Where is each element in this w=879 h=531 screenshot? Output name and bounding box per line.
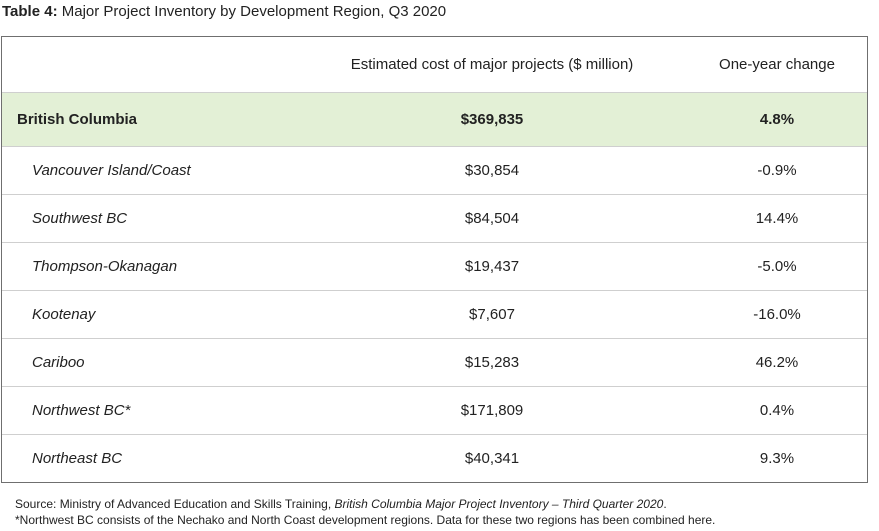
region-name: Vancouver Island/Coast [32, 162, 191, 179]
region-change: 0.4% [759, 402, 795, 419]
table-row: Vancouver Island/Coast $30,854 -0.9% [2, 147, 867, 195]
region-change: 14.4% [755, 210, 799, 227]
total-region: British Columbia [17, 111, 138, 128]
region-cost: $19,437 [464, 258, 520, 275]
region-cost: $171,809 [460, 402, 524, 419]
region-cost: $30,854 [464, 162, 520, 179]
table-row: Kootenay $7,607 -16.0% [2, 291, 867, 339]
table-number: Table 4: [2, 3, 58, 20]
region-change: 9.3% [759, 450, 795, 467]
region-name: Southwest BC [32, 210, 128, 227]
table-notes: Source: Ministry of Advanced Education a… [15, 496, 715, 528]
region-name: Thompson-Okanagan [32, 258, 178, 275]
region-cost: $40,341 [464, 450, 520, 467]
region-change: -5.0% [757, 258, 797, 275]
project-table: Estimated cost of major projects ($ mill… [1, 36, 868, 483]
table-row: Thompson-Okanagan $19,437 -5.0% [2, 243, 867, 291]
region-cost: $84,504 [464, 210, 520, 227]
header-change: One-year change [719, 56, 835, 73]
region-cost: $15,283 [464, 354, 520, 371]
region-cost: $7,607 [469, 306, 515, 323]
total-change: 4.8% [759, 111, 795, 128]
table-row: Cariboo $15,283 46.2% [2, 339, 867, 387]
source-title: British Columbia Major Project Inventory… [334, 497, 664, 511]
source-note: Source: Ministry of Advanced Education a… [15, 496, 715, 512]
total-cost: $369,835 [460, 111, 524, 128]
region-change: 46.2% [755, 354, 799, 371]
footnote: *Northwest BC consists of the Nechako an… [15, 513, 716, 527]
table-header-row: Estimated cost of major projects ($ mill… [2, 37, 867, 93]
region-name: Kootenay [32, 306, 96, 323]
region-name: Cariboo [32, 354, 85, 371]
header-cost: Estimated cost of major projects ($ mill… [350, 56, 634, 73]
region-change: -0.9% [757, 162, 797, 179]
table-row: Southwest BC $84,504 14.4% [2, 195, 867, 243]
source-prefix: Source: Ministry of Advanced Education a… [15, 497, 335, 511]
region-name: Northwest BC* [32, 402, 131, 419]
table-caption: Table 4: Major Project Inventory by Deve… [2, 3, 446, 20]
region-name: Northeast BC [32, 450, 123, 467]
table-row: Northwest BC* $171,809 0.4% [2, 387, 867, 435]
table-title: Major Project Inventory by Development R… [61, 3, 447, 20]
region-change: -16.0% [753, 306, 801, 323]
table-row: Northeast BC $40,341 9.3% [2, 435, 867, 482]
source-suffix: . [663, 497, 667, 511]
table-row-total: British Columbia $369,835 4.8% [2, 93, 867, 147]
